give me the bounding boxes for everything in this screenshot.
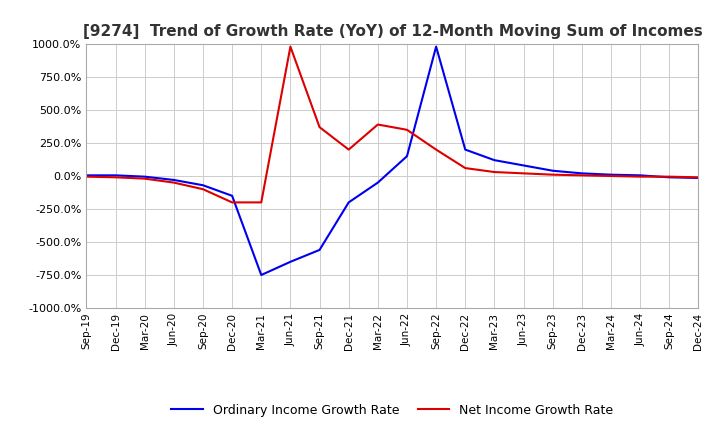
Ordinary Income Growth Rate — [519, 163, 528, 168]
Net Income Growth Rate — [432, 147, 441, 152]
Ordinary Income Growth Rate — [549, 168, 557, 173]
Net Income Growth Rate — [607, 173, 616, 179]
Ordinary Income Growth Rate — [315, 247, 324, 253]
Ordinary Income Growth Rate — [374, 180, 382, 185]
Net Income Growth Rate — [315, 125, 324, 130]
Net Income Growth Rate — [665, 174, 674, 180]
Net Income Growth Rate — [549, 172, 557, 177]
Ordinary Income Growth Rate — [694, 176, 703, 181]
Ordinary Income Growth Rate — [82, 172, 91, 178]
Ordinary Income Growth Rate — [344, 200, 353, 205]
Ordinary Income Growth Rate — [461, 147, 469, 152]
Ordinary Income Growth Rate — [636, 172, 644, 178]
Net Income Growth Rate — [82, 174, 91, 180]
Net Income Growth Rate — [199, 187, 207, 192]
Ordinary Income Growth Rate — [665, 175, 674, 180]
Net Income Growth Rate — [461, 165, 469, 171]
Net Income Growth Rate — [257, 200, 266, 205]
Net Income Growth Rate — [577, 172, 586, 178]
Net Income Growth Rate — [140, 176, 149, 181]
Ordinary Income Growth Rate — [286, 259, 294, 264]
Legend: Ordinary Income Growth Rate, Net Income Growth Rate: Ordinary Income Growth Rate, Net Income … — [166, 399, 618, 422]
Ordinary Income Growth Rate — [402, 154, 411, 159]
Line: Ordinary Income Growth Rate: Ordinary Income Growth Rate — [86, 47, 698, 275]
Net Income Growth Rate — [374, 122, 382, 127]
Title: [9274]  Trend of Growth Rate (YoY) of 12-Month Moving Sum of Incomes: [9274] Trend of Growth Rate (YoY) of 12-… — [83, 24, 702, 39]
Net Income Growth Rate — [344, 147, 353, 152]
Ordinary Income Growth Rate — [111, 172, 120, 178]
Ordinary Income Growth Rate — [432, 44, 441, 49]
Net Income Growth Rate — [169, 180, 178, 185]
Ordinary Income Growth Rate — [199, 183, 207, 188]
Net Income Growth Rate — [636, 174, 644, 180]
Net Income Growth Rate — [286, 44, 294, 49]
Ordinary Income Growth Rate — [228, 193, 236, 198]
Net Income Growth Rate — [111, 175, 120, 180]
Net Income Growth Rate — [402, 127, 411, 132]
Net Income Growth Rate — [490, 169, 499, 175]
Ordinary Income Growth Rate — [607, 172, 616, 177]
Ordinary Income Growth Rate — [169, 177, 178, 183]
Ordinary Income Growth Rate — [257, 272, 266, 278]
Net Income Growth Rate — [519, 171, 528, 176]
Ordinary Income Growth Rate — [577, 171, 586, 176]
Ordinary Income Growth Rate — [490, 158, 499, 163]
Net Income Growth Rate — [694, 175, 703, 180]
Line: Net Income Growth Rate: Net Income Growth Rate — [86, 47, 698, 202]
Ordinary Income Growth Rate — [140, 174, 149, 180]
Net Income Growth Rate — [228, 200, 236, 205]
